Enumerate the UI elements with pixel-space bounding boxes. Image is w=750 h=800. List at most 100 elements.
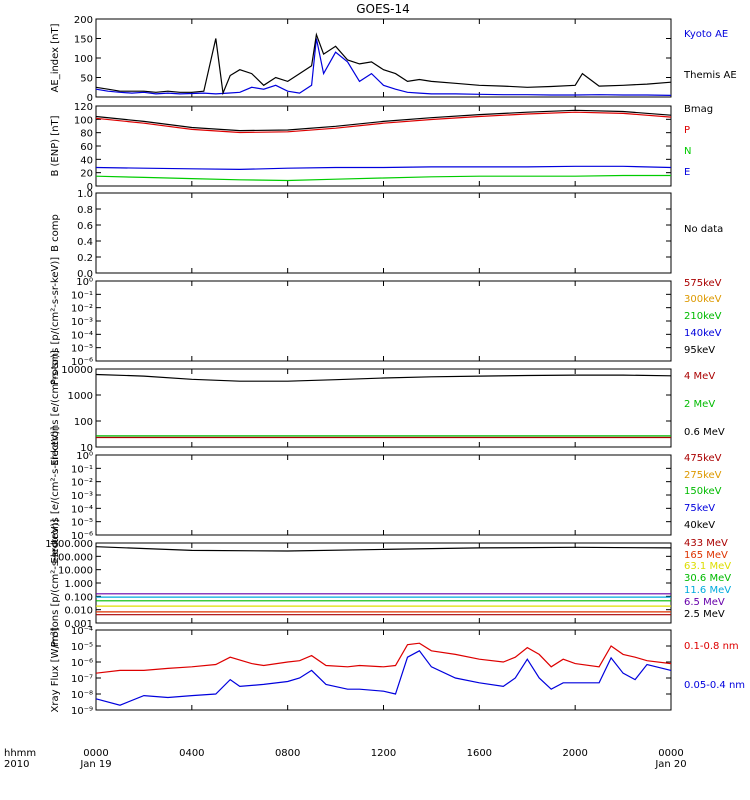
y-tick-label-5-4: 10⁻⁴ — [71, 504, 93, 515]
legend-label-5-1: 275keV — [684, 470, 722, 481]
y-tick-label-5-0: 10⁰ — [76, 451, 93, 462]
y-tick-label-3-5: 10⁻⁵ — [71, 344, 93, 355]
x-corner-top: hhmm — [4, 748, 36, 759]
y-tick-label-5-6: 10⁻⁶ — [71, 531, 93, 542]
y-tick-label-3-1: 10⁻¹ — [71, 290, 93, 301]
x-tick-label-3: 1200 — [371, 748, 396, 759]
y-tick-label-2-5: 1.0 — [77, 189, 93, 200]
y-tick-label-7-2: 10⁻⁶ — [71, 658, 93, 669]
legend-label-1-1: P — [684, 125, 690, 136]
y-axis-label-5: Electrons [e/(cm²-s-sr-keV)] — [50, 426, 61, 563]
legend-label-6-2: 63.1 MeV — [684, 561, 731, 572]
y-axis-label-6: Protons [p/(cm²-s-sr-keV)] — [50, 519, 61, 647]
y-axis-label-7: Xray Flux [W/m²] — [50, 627, 61, 712]
y-tick-label-1-0: 0 — [87, 182, 93, 193]
y-tick-label-4-3: 10000 — [61, 365, 93, 376]
x-corner-bottom: 2010 — [4, 759, 29, 770]
y-tick-label-4-0: 10 — [80, 443, 93, 454]
y-tick-label-6-0: 0.001 — [64, 619, 93, 630]
legend-label-6-0: 433 MeV — [684, 538, 728, 549]
y-tick-label-2-0: 0.0 — [77, 269, 93, 280]
y-tick-label-1-3: 60 — [80, 142, 93, 153]
x-tick-label-0: 0000 — [83, 748, 108, 759]
y-tick-label-3-4: 10⁻⁴ — [71, 330, 93, 341]
y-axis-label-0: AE_index [nT] — [50, 23, 61, 92]
series-line-1-3 — [95, 165, 672, 171]
series-line-1-0 — [95, 109, 672, 132]
series-line-0-1 — [95, 32, 672, 96]
y-tick-label-7-3: 10⁻⁷ — [71, 674, 93, 685]
legend-label-2-0: No data — [684, 224, 723, 235]
legend-label-1-2: N — [684, 146, 691, 157]
y-tick-label-7-1: 10⁻⁵ — [71, 642, 93, 653]
y-tick-label-4-2: 1000 — [68, 391, 93, 402]
legend-label-4-2: 0.6 MeV — [684, 427, 725, 438]
panel-frame-2 — [95, 192, 672, 274]
y-tick-label-2-3: 0.6 — [77, 221, 93, 232]
legend-label-6-6: 2.5 MeV — [684, 609, 725, 620]
y-tick-label-6-1: 0.010 — [64, 606, 93, 617]
x-tick-label-1: 0400 — [179, 748, 204, 759]
legend-label-4-1: 2 MeV — [684, 399, 715, 410]
y-tick-label-0-4: 200 — [74, 15, 93, 26]
y-tick-label-6-4: 10.000 — [58, 566, 93, 577]
y-tick-label-4-1: 100 — [74, 417, 93, 428]
x-tick-label-5: 2000 — [562, 748, 587, 759]
series-line-4-0 — [95, 373, 672, 382]
y-tick-label-6-2: 0.100 — [64, 592, 93, 603]
legend-label-7-1: 0.05-0.4 nm — [684, 680, 745, 691]
panel-frame-5 — [95, 454, 672, 536]
legend-label-3-1: 300keV — [684, 294, 722, 305]
y-tick-label-0-0: 0 — [87, 93, 93, 104]
y-axis-label-2: B comp — [50, 214, 61, 252]
y-tick-label-2-4: 0.8 — [77, 205, 93, 216]
y-tick-label-1-5: 100 — [74, 115, 93, 126]
legend-label-6-3: 30.6 MeV — [684, 573, 731, 584]
y-tick-label-7-4: 10⁻⁸ — [71, 690, 93, 701]
series-line-0-0 — [95, 38, 672, 96]
legend-label-6-1: 165 MeV — [684, 550, 728, 561]
y-tick-label-6-5: 100.000 — [52, 552, 93, 563]
y-tick-label-5-2: 10⁻² — [71, 478, 93, 489]
figure-title: GOES-14 — [356, 2, 410, 16]
y-tick-label-1-2: 40 — [80, 155, 93, 166]
series-line-7-1 — [95, 650, 672, 706]
y-tick-label-7-5: 10⁻⁹ — [71, 706, 93, 717]
legend-label-4-0: 4 MeV — [684, 371, 715, 382]
y-axis-label-3: Protons [p/(cm²-s-sr-keV)] — [50, 257, 61, 385]
y-tick-label-2-1: 0.2 — [77, 253, 93, 264]
y-axis-label-4: Electrons [e/(cm²-s-sr)] — [50, 350, 61, 466]
legend-label-6-4: 11.6 MeV — [684, 585, 731, 596]
y-tick-label-1-6: 120 — [74, 102, 93, 113]
y-tick-label-1-1: 20 — [80, 169, 93, 180]
legend-label-3-2: 210keV — [684, 311, 722, 322]
legend-label-1-3: E — [684, 167, 690, 178]
y-tick-label-2-2: 0.4 — [77, 237, 93, 248]
legend-label-5-2: 150keV — [684, 486, 722, 497]
y-tick-label-1-4: 80 — [80, 129, 93, 140]
y-axis-label-1: B (ENP) [nT] — [50, 115, 61, 176]
x-tick-label-2: 0800 — [275, 748, 300, 759]
y-tick-label-5-5: 10⁻⁵ — [71, 518, 93, 529]
y-tick-label-3-3: 10⁻³ — [71, 317, 93, 328]
y-tick-label-3-6: 10⁻⁶ — [71, 357, 93, 368]
y-tick-label-3-2: 10⁻² — [71, 304, 93, 315]
y-tick-label-3-0: 10⁰ — [76, 277, 93, 288]
legend-label-5-3: 75keV — [684, 503, 715, 514]
legend-label-3-3: 140keV — [684, 328, 722, 339]
series-line-1-1 — [95, 111, 672, 134]
panel-frame-6 — [95, 542, 672, 624]
y-tick-label-6-3: 1.000 — [64, 579, 93, 590]
legend-label-7-0: 0.1-0.8 nm — [684, 641, 739, 652]
x-date-start: Jan 19 — [79, 759, 111, 770]
legend-label-0-1: Themis AE — [683, 70, 737, 81]
panel-frame-7 — [95, 629, 672, 711]
series-line-1-2 — [95, 174, 671, 182]
panel-frame-1 — [95, 105, 672, 187]
legend-label-6-5: 6.5 MeV — [684, 597, 725, 608]
series-line-7-0 — [95, 642, 672, 674]
x-date-end: Jan 20 — [654, 759, 686, 770]
x-tick-label-6: 0000 — [658, 748, 683, 759]
panel-frame-3 — [95, 280, 672, 362]
